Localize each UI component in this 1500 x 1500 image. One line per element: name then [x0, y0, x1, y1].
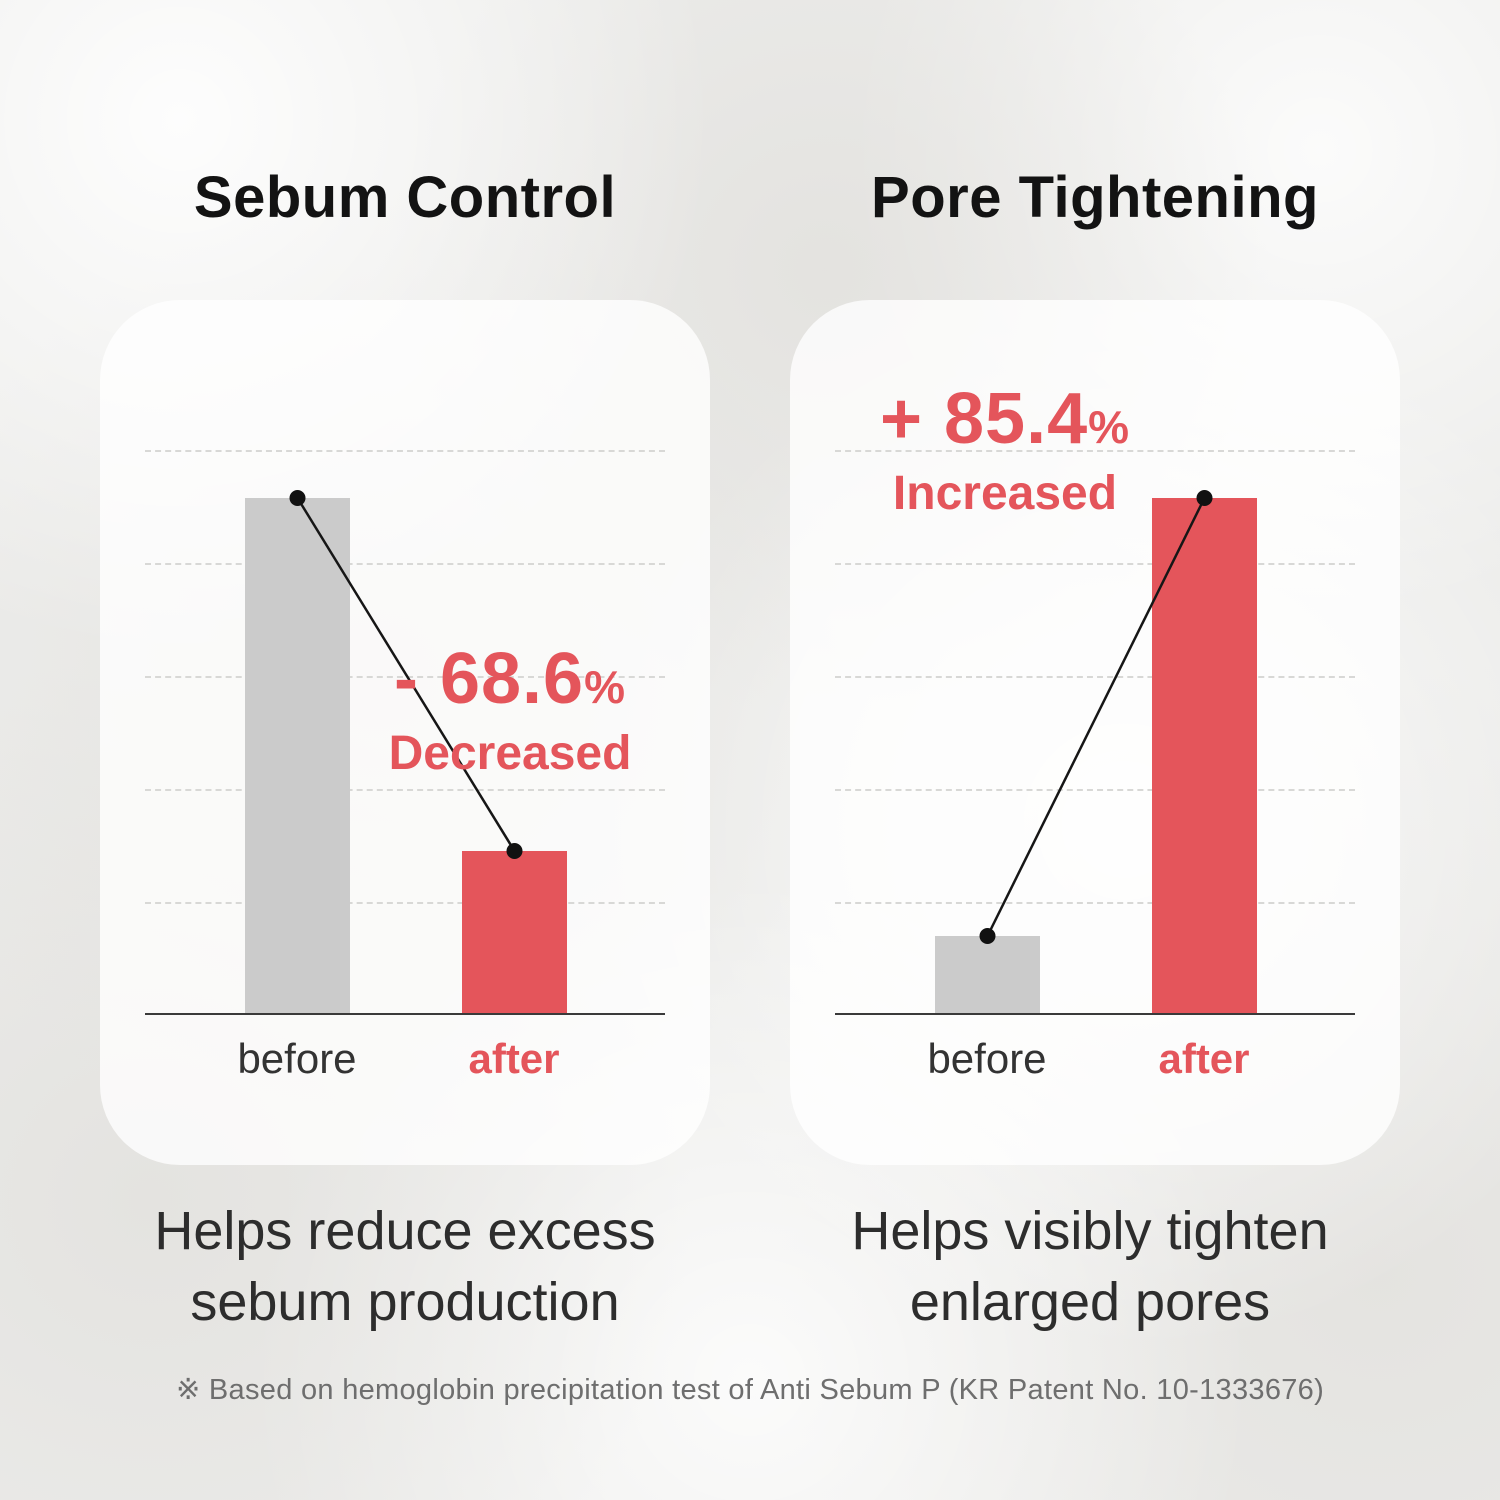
- before-label: before: [237, 1035, 357, 1082]
- change-percent: - 68.6%: [393, 639, 627, 719]
- after-bar: [1152, 498, 1257, 1013]
- change-percent: + 85.4%: [879, 379, 1131, 459]
- sebum-control-chart-card: - 68.6% Decreased before after: [100, 300, 710, 1165]
- caption-line: Helps reduce excess: [154, 1201, 656, 1261]
- x-axis-line: [835, 1013, 1355, 1015]
- x-axis-line: [145, 1013, 665, 1015]
- change-annotation-increased: + 85.4% Increased: [805, 378, 1205, 521]
- gridline: [145, 450, 665, 452]
- caption-line: enlarged pores: [909, 1272, 1271, 1333]
- before-label: before: [927, 1035, 1047, 1082]
- caption-line: Helps visibly tighten: [851, 1201, 1329, 1261]
- pore-tightening-chart-card: + 85.4% Increased before after: [790, 300, 1400, 1165]
- caption-pores: Helps visibly tighten enlarged pores: [740, 1196, 1440, 1339]
- gridline: [835, 450, 1355, 452]
- change-word: Increased: [892, 467, 1118, 520]
- change-word: Decreased: [388, 727, 632, 780]
- footnote-disclaimer: ※ Based on hemoglobin precipitation test…: [175, 1374, 1325, 1406]
- caption-line: sebum production: [190, 1272, 620, 1333]
- after-label: after: [468, 1035, 560, 1082]
- chart-title-sebum-control: Sebum Control: [193, 165, 617, 230]
- change-annotation-decreased: - 68.6% Decreased: [300, 638, 720, 781]
- caption-sebum: Helps reduce excess sebum production: [55, 1196, 755, 1339]
- chart-plot-area: [145, 300, 665, 1015]
- before-bar: [935, 936, 1040, 1013]
- after-bar: [462, 851, 567, 1013]
- chart-title-pore-tightening: Pore Tightening: [871, 165, 1319, 230]
- after-label: after: [1158, 1035, 1250, 1082]
- gridline: [145, 902, 665, 904]
